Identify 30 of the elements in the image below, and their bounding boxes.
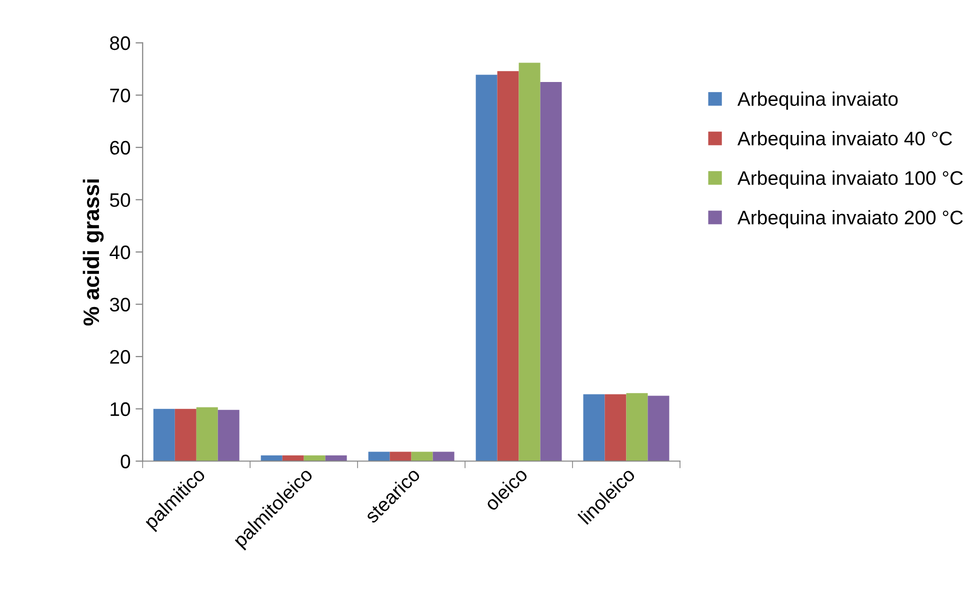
legend-label: Arbequina invaiato bbox=[737, 92, 898, 110]
bar bbox=[411, 452, 433, 462]
y-tick-label: 50 bbox=[110, 193, 130, 207]
y-tick-label: 40 bbox=[110, 245, 130, 260]
bar bbox=[368, 452, 390, 462]
bar bbox=[476, 74, 498, 462]
y-tick-label: 0 bbox=[120, 454, 130, 468]
bar bbox=[626, 393, 648, 462]
y-tick-label: 70 bbox=[110, 88, 130, 102]
legend-label: Arbequina invaiato 40 °C bbox=[737, 131, 952, 150]
bar bbox=[648, 396, 670, 462]
bar bbox=[432, 452, 454, 462]
bar bbox=[390, 452, 412, 462]
bar bbox=[218, 410, 240, 462]
bar bbox=[540, 82, 562, 462]
y-axis-title: % acidi grassi bbox=[82, 179, 104, 326]
legend-label: Arbequina invaiato 100 °C bbox=[737, 170, 963, 189]
bar bbox=[518, 62, 540, 462]
bar bbox=[174, 408, 196, 462]
bar bbox=[583, 394, 605, 462]
y-tick-label: 60 bbox=[110, 140, 130, 155]
bar bbox=[196, 407, 218, 462]
y-tick-label: 20 bbox=[110, 350, 130, 364]
y-tick-label: 30 bbox=[110, 298, 130, 312]
y-tick-label: 10 bbox=[110, 402, 130, 416]
y-tick-label: 80 bbox=[110, 36, 130, 50]
legend-label: Arbequina invaiato 200 °C bbox=[737, 210, 963, 228]
bar bbox=[604, 394, 626, 462]
bar bbox=[153, 408, 175, 462]
bar bbox=[497, 71, 519, 462]
